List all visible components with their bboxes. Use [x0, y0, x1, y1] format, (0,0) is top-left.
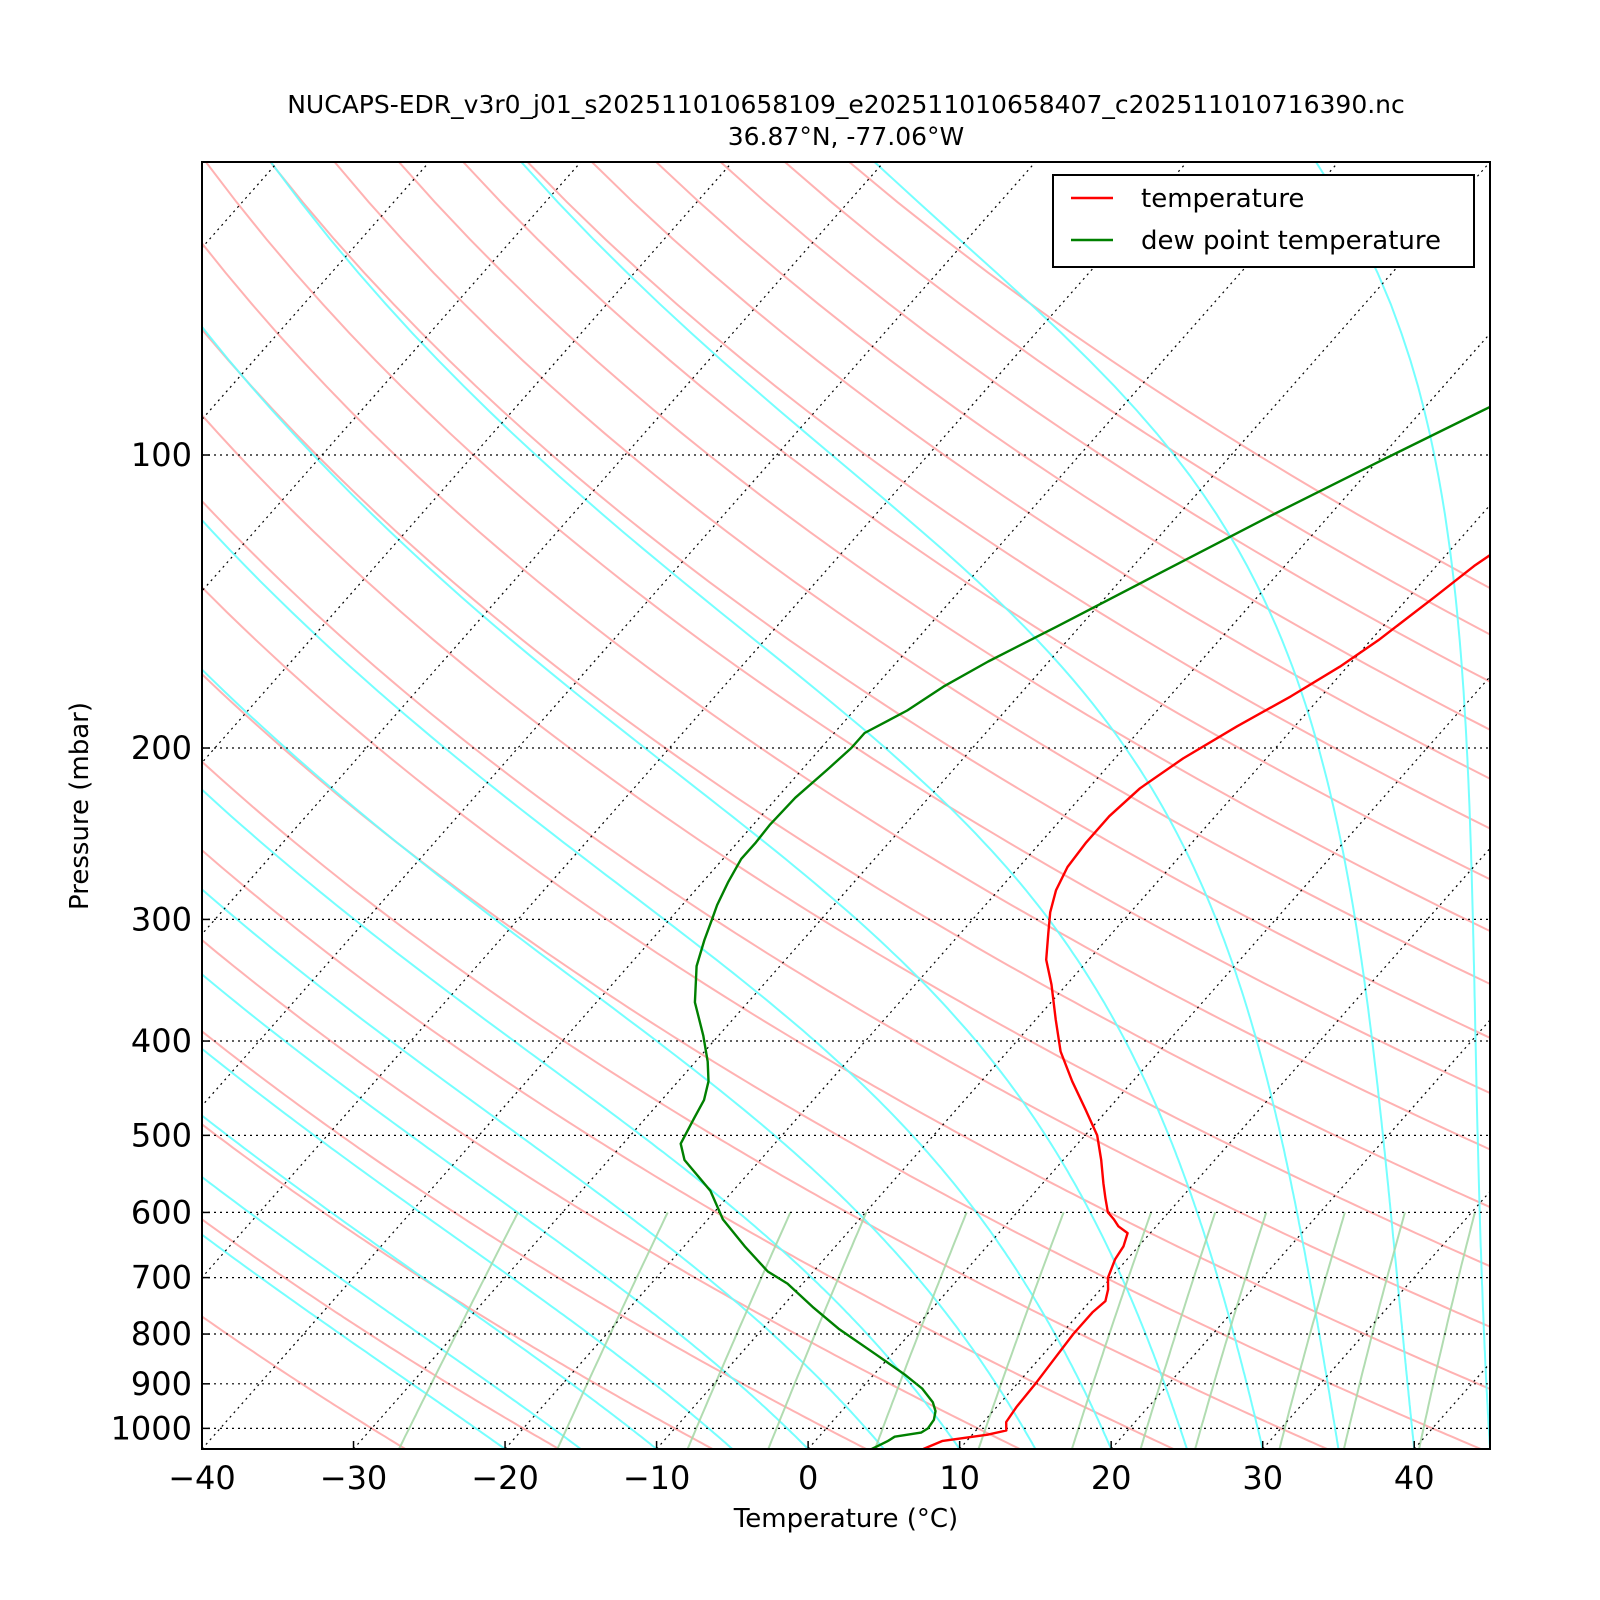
isotherm — [353, 162, 1490, 1449]
dry-adiabat — [202, 1123, 714, 1449]
moist-adiabat — [202, 1175, 582, 1449]
plot-frame — [201, 161, 1491, 1450]
x-tick-label: 40 — [1394, 1459, 1435, 1497]
moist-adiabat — [202, 518, 1113, 1449]
isotherm — [202, 162, 1339, 1449]
dry-adiabat — [202, 413, 1490, 1268]
y-axis: 100 200 300 400 500 600 700 800 900 1000 — [111, 436, 210, 1447]
chart-title: NUCAPS-EDR_v3r0_j01_s202511010658109_e20… — [287, 90, 1405, 119]
mixing-ratio-line — [1418, 1212, 1476, 1449]
dry-adiabat — [784, 162, 1490, 636]
mixing-ratio-line — [874, 1212, 968, 1449]
dry-adiabat — [526, 162, 1490, 830]
y-tick-label: 400 — [131, 1022, 192, 1060]
y-tick-label: 100 — [131, 436, 192, 474]
x-tick-label: 0 — [798, 1459, 818, 1497]
dry-adiabat — [202, 327, 1490, 1209]
moist-adiabat — [202, 1233, 506, 1449]
y-axis-label: Pressure (mbar) — [65, 702, 95, 910]
y-tick-label: 300 — [131, 900, 192, 938]
dry-adiabat — [202, 672, 1482, 1449]
dry-adiabat — [398, 162, 1490, 933]
x-axis-label: Temperature (°C) — [733, 1504, 958, 1534]
moist-adiabat — [202, 668, 1037, 1449]
moist-adiabat — [873, 162, 1416, 1449]
y-tick-label: 500 — [131, 1116, 192, 1154]
dry-adiabat — [202, 848, 1175, 1449]
isotherm — [656, 504, 1490, 1449]
dry-adiabat — [333, 162, 1490, 986]
mixing-ratio-line — [1070, 1212, 1153, 1449]
mixing-ratio-line — [1139, 1212, 1217, 1449]
isotherm — [1262, 1190, 1490, 1449]
legend-box — [1052, 174, 1475, 268]
legend-label-dew-point: dew point temperature — [1141, 226, 1441, 256]
dew-point-line — [679, 405, 1490, 1449]
chart-subtitle: 36.87°N, -77.06°W — [728, 122, 964, 151]
dry-adiabat — [202, 938, 1021, 1449]
isotherm — [202, 162, 1188, 1279]
x-axis: −40 −30 −20 −10 0 10 20 30 40 — [168, 1441, 1435, 1497]
x-tick-label: 10 — [939, 1459, 980, 1497]
mixing-ratio-line — [1278, 1212, 1346, 1449]
isotherm — [959, 847, 1490, 1449]
moist-adiabat — [1315, 162, 1490, 1449]
mixing-ratio-line — [1194, 1212, 1268, 1449]
x-tick-label: −40 — [168, 1459, 236, 1497]
isotherm — [0, 162, 126, 1449]
mixing-ratio-line — [767, 1212, 868, 1449]
x-tick-label: −10 — [623, 1459, 691, 1497]
x-tick-label: 20 — [1091, 1459, 1132, 1497]
dry-adiabat — [202, 1315, 406, 1449]
moist-adiabat — [202, 1114, 658, 1449]
isotherm — [202, 162, 885, 936]
moist-adiabat — [520, 162, 1340, 1449]
isotherm — [1566, 162, 1600, 1449]
mixing-ratio-line — [977, 1212, 1065, 1449]
x-tick-label: −30 — [320, 1459, 388, 1497]
moist-adiabat — [202, 1047, 734, 1449]
legend-label-temperature: temperature — [1141, 184, 1304, 214]
dry-adiabat — [655, 162, 1490, 731]
background-lines — [0, 162, 1600, 1449]
moist-adiabat — [202, 325, 1188, 1449]
dry-adiabat — [591, 162, 1490, 780]
dry-adiabat — [269, 162, 1490, 1039]
isotherm — [202, 162, 1036, 1107]
x-tick-label: −20 — [471, 1459, 539, 1497]
isotherm — [202, 162, 279, 249]
dry-adiabat — [202, 760, 1328, 1449]
mixing-ratio-line — [1342, 1212, 1406, 1449]
y-tick-label: 600 — [131, 1193, 192, 1231]
moist-adiabat — [202, 788, 961, 1449]
x-tick-label: 30 — [1242, 1459, 1283, 1497]
data-series — [679, 405, 1490, 1449]
dry-adiabat — [462, 162, 1490, 881]
dry-adiabat — [202, 585, 1490, 1391]
y-tick-label: 900 — [131, 1365, 192, 1403]
isotherm — [807, 675, 1490, 1449]
mixing-ratio-line — [686, 1211, 792, 1449]
y-tick-label: 700 — [131, 1259, 192, 1297]
moist-adiabat — [202, 888, 885, 1449]
y-tick-label: 1000 — [111, 1409, 192, 1447]
isotherm — [1413, 1362, 1490, 1449]
temperature-line — [922, 553, 1490, 1449]
dry-adiabat — [202, 499, 1490, 1328]
isotherm — [202, 162, 733, 764]
pressure-gridlines — [202, 454, 1490, 1430]
isotherm — [1110, 1019, 1490, 1449]
legend: temperature dew point temperature — [1052, 174, 1475, 268]
y-tick-label: 800 — [131, 1315, 192, 1353]
moist-adiabat — [202, 973, 809, 1449]
dry-adiabat — [205, 162, 1490, 1095]
mixing-ratio-line — [556, 1211, 669, 1449]
dry-adiabat — [202, 241, 1490, 1151]
moist-adiabat — [269, 162, 1264, 1449]
mixing-ratio-line — [398, 1211, 519, 1449]
y-tick-label: 200 — [131, 729, 192, 767]
isotherm — [504, 332, 1490, 1449]
